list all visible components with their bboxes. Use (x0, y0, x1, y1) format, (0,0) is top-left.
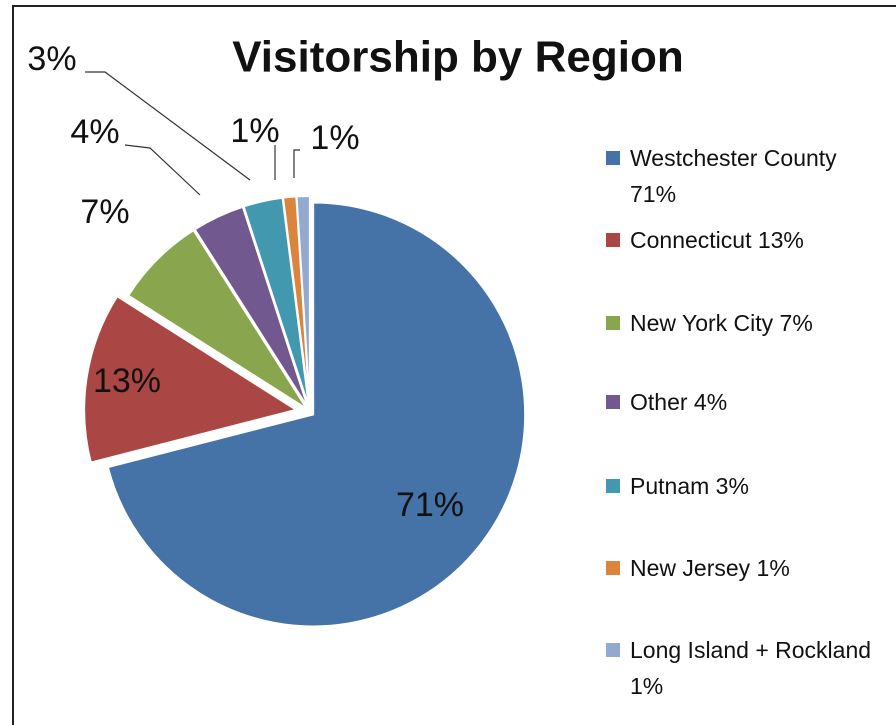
page: {"chart_data": {"type": "pie", "title": … (12, 5, 896, 725)
data-label: 1% (310, 119, 359, 157)
legend-item: New Jersey 1% (606, 550, 876, 586)
legend-swatch (606, 643, 620, 657)
leader-line (124, 144, 201, 196)
legend-label: Westchester County 71% (630, 145, 844, 207)
legend-item: Connecticut 13% (606, 222, 876, 258)
pie-slice (295, 195, 311, 409)
legend-swatch (606, 479, 620, 493)
legend-label: Connecticut 13% (630, 227, 804, 253)
legend-swatch (606, 316, 620, 330)
legend-item: Long Island + Rockland 1% (606, 632, 876, 704)
data-label: 1% (230, 112, 279, 150)
legend-item: Putnam 3% (606, 468, 876, 504)
leader-line (293, 149, 300, 178)
chart: Visitorship by Region 71% 13% 7% 4% 3% 1% 1% (27, 33, 684, 628)
legend-swatch (606, 233, 620, 247)
chart-title: Visitorship by Region (232, 33, 683, 82)
data-label: 13% (93, 362, 161, 400)
legend-item: New York City 7% (606, 305, 876, 341)
legend-swatch (606, 561, 620, 575)
legend-item: Other 4% (606, 384, 876, 420)
legend-label: New Jersey 1% (630, 555, 790, 581)
chart-frame (12, 5, 896, 725)
data-label: 71% (396, 486, 464, 524)
data-label: 4% (70, 113, 119, 151)
legend-label: New York City 7% (630, 310, 813, 336)
leader-line (85, 71, 251, 181)
data-label: 7% (80, 193, 129, 231)
pie-slice (83, 294, 299, 464)
pie-slice (126, 228, 309, 411)
legend-label: Other 4% (630, 389, 728, 415)
legend-label: Long Island + Rockland 1% (630, 637, 884, 699)
legend-swatch (606, 395, 620, 409)
pie-slice (106, 201, 527, 628)
legend-item: Westchester County 71% (606, 140, 876, 212)
legend-swatch (606, 151, 620, 165)
legend-label: Putnam 3% (630, 473, 749, 499)
data-label: 3% (27, 40, 76, 78)
